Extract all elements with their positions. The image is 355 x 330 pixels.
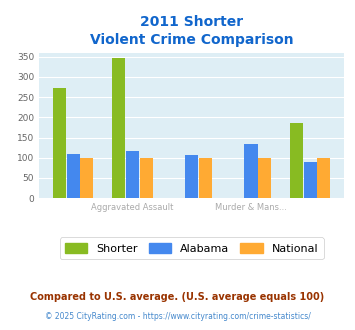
Bar (245, 144, 257, 198)
Text: © 2025 CityRating.com - https://www.cityrating.com/crime-statistics/: © 2025 CityRating.com - https://www.city… (45, 312, 310, 321)
Bar (126, 151, 139, 198)
Bar (258, 158, 271, 198)
Bar (67, 154, 80, 198)
Bar (53, 88, 66, 198)
Bar (112, 58, 125, 198)
Bar (185, 155, 198, 198)
Bar (304, 162, 317, 198)
Text: Compared to U.S. average. (U.S. average equals 100): Compared to U.S. average. (U.S. average … (31, 292, 324, 302)
Bar (199, 158, 212, 198)
Bar (80, 158, 93, 198)
Bar (140, 158, 153, 198)
Bar (317, 158, 331, 198)
Bar (290, 123, 303, 198)
Legend: Shorter, Alabama, National: Shorter, Alabama, National (60, 237, 324, 259)
Title: 2011 Shorter
Violent Crime Comparison: 2011 Shorter Violent Crime Comparison (90, 15, 294, 48)
